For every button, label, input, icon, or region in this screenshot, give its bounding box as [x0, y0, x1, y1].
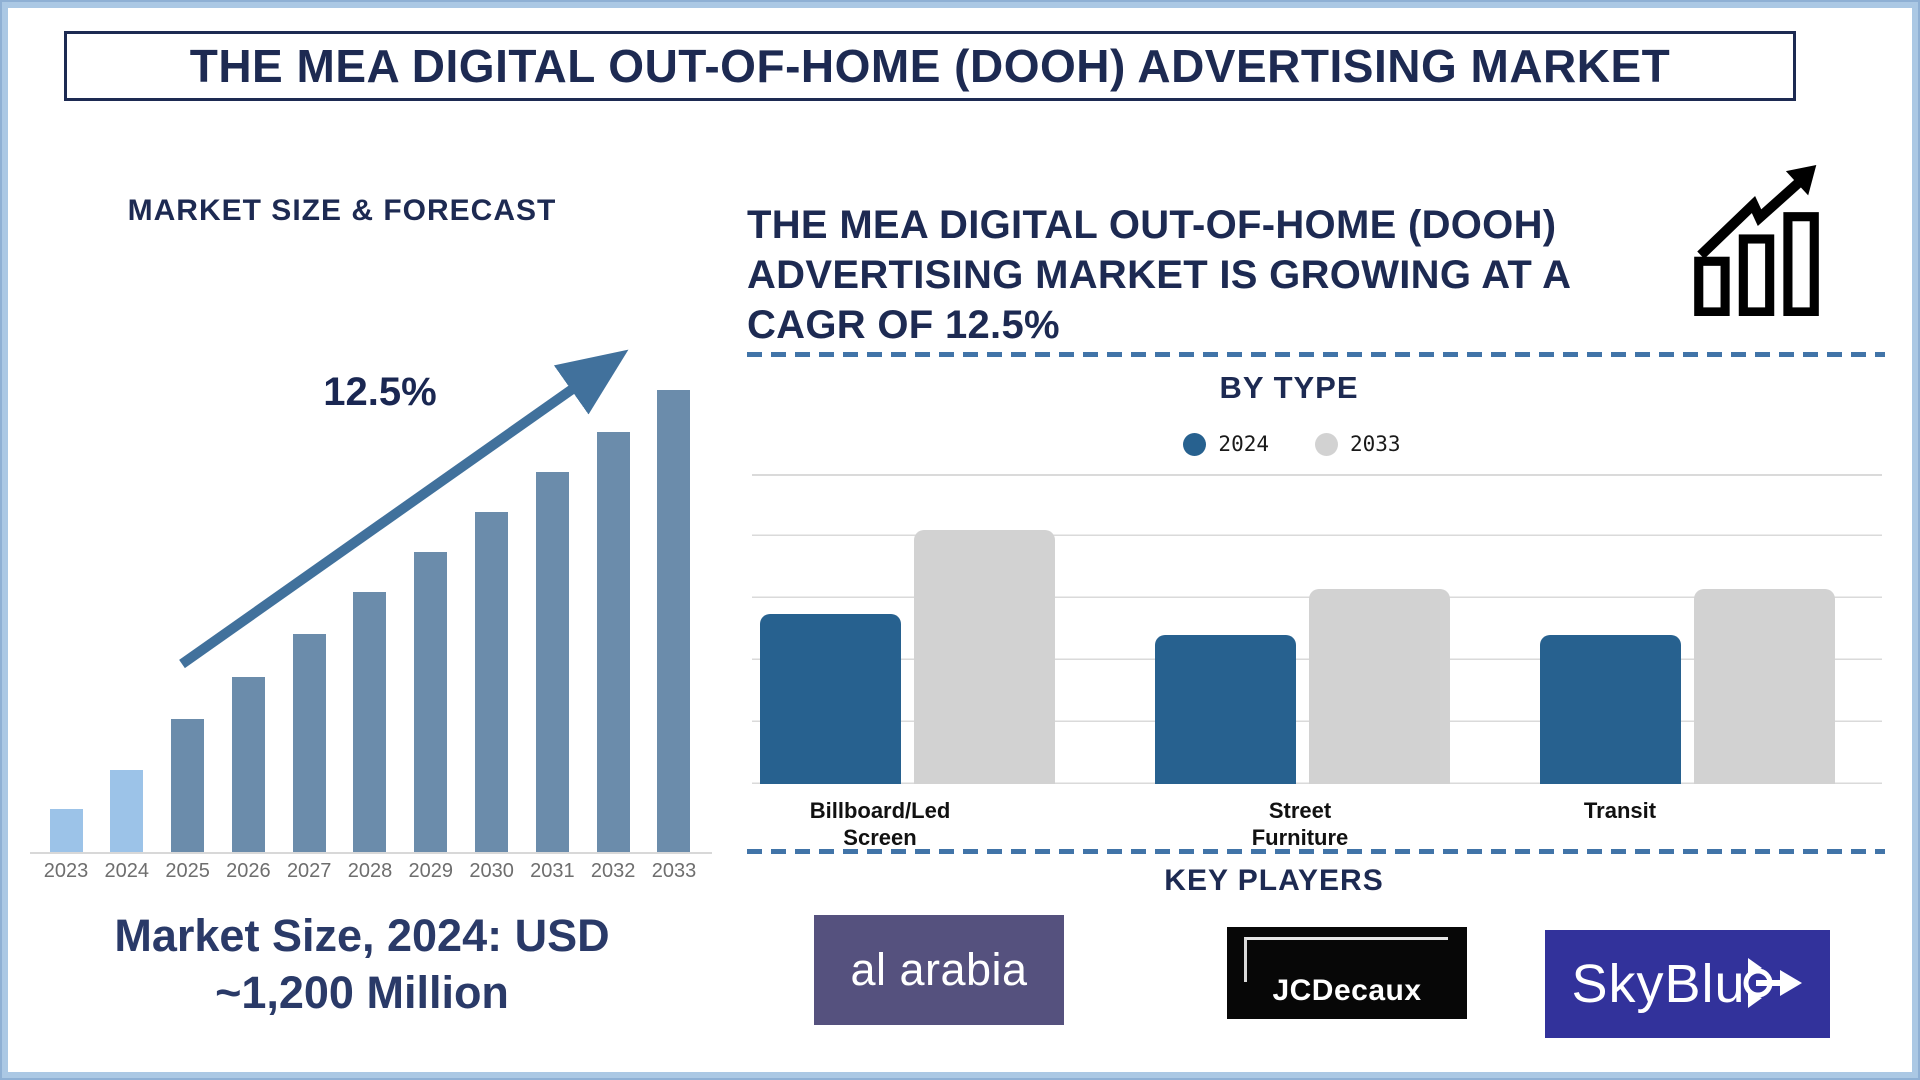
year-label-2029: 2029 — [408, 860, 454, 882]
market-bar-2026 — [231, 677, 265, 852]
skyblue-arrow-icon — [1743, 958, 1802, 1008]
market-bar-2031 — [535, 472, 569, 852]
market-bar-2027 — [292, 634, 326, 852]
growth-headline-line3: CAGR OF 12.5% — [747, 303, 1060, 347]
logo-al-arabia: al arabia — [814, 915, 1064, 1025]
type-bar-2033-1 — [1309, 588, 1450, 784]
year-label-2026: 2026 — [226, 860, 271, 882]
market-size-note-line1: Market Size, 2024: USD — [114, 910, 610, 961]
market-bar-column-2026 — [218, 390, 278, 852]
market-bar-2023 — [49, 809, 83, 852]
market-bar-column-2028 — [340, 390, 400, 852]
market-bar-column-2024 — [97, 390, 157, 852]
market-bar-2032 — [596, 432, 630, 852]
market-bar-2030 — [475, 512, 509, 852]
year-label-2027: 2027 — [286, 860, 332, 882]
year-label-2028: 2028 — [347, 860, 393, 882]
market-chart-baseline — [30, 852, 712, 854]
growth-headline-line1: THE MEA DIGITAL OUT-OF-HOME (DOOH) — [747, 203, 1557, 247]
type-bar-2024-0 — [760, 613, 901, 784]
type-group-2 — [1540, 474, 1835, 784]
type-bar-2033-0 — [914, 529, 1055, 784]
legend-dot-2033 — [1315, 432, 1338, 456]
market-bar-column-2032 — [583, 390, 643, 852]
growth-chart-icon — [1694, 165, 1819, 316]
type-bar-2033-2 — [1694, 588, 1835, 784]
key-players-title: KEY PLAYERS — [1164, 864, 1384, 897]
legend-item-2033: 2033 — [1315, 432, 1401, 456]
type-group-0 — [760, 474, 1055, 784]
by-type-category-axis: Billboard/Led Screen Street Furniture Transi… — [752, 797, 1882, 853]
logo-jcdecaux-text: JCDecaux — [1272, 973, 1422, 1007]
dashed-divider-top — [747, 352, 1885, 357]
logo-jcdecaux: JCDecaux — [1227, 927, 1467, 1019]
market-bar-column-2033 — [644, 390, 704, 852]
legend-label-2024: 2024 — [1218, 432, 1269, 456]
year-label-2023: 2023 — [43, 860, 89, 882]
market-chart-year-axis: 2023 2024 2025 2026 2027 2028 2029 2030 2031 2032… — [36, 860, 704, 883]
market-bar-column-2025 — [158, 390, 218, 852]
title-box: THE MEA DIGITAL OUT-OF-HOME (DOOH) ADVER… — [64, 31, 1796, 101]
legend-label-2033: 2033 — [1350, 432, 1401, 456]
type-category-label-1: Street Furniture — [1251, 798, 1349, 850]
year-label-2033: 2033 — [651, 860, 697, 882]
growth-headline: THE MEA DIGITAL OUT-OF-HOME (DOOH) ADVER… — [747, 200, 1677, 350]
by-type-title: BY TYPE — [1219, 370, 1359, 405]
year-label-2032: 2032 — [590, 860, 636, 882]
by-type-bars — [752, 474, 1882, 784]
market-size-chart-title: MARKET SIZE & FORECAST — [127, 194, 557, 227]
type-group-1 — [1155, 474, 1450, 784]
cagr-value-label: 12.5% — [323, 370, 437, 414]
legend-dot-2024 — [1183, 432, 1207, 456]
market-bar-2029 — [414, 552, 448, 852]
year-label-2031: 2031 — [530, 860, 575, 882]
market-bar-column-2030 — [462, 390, 522, 852]
market-bar-column-2031 — [522, 390, 582, 852]
year-label-2030: 2030 — [469, 860, 514, 882]
market-size-note: Market Size, 2024: USD ~1,200 Million — [42, 907, 682, 1021]
market-size-note-line2: ~1,200 Million — [215, 967, 509, 1018]
market-size-bar-chart — [36, 390, 704, 852]
logo-al-arabia-text: al arabia — [850, 944, 1028, 995]
dashed-divider-bottom — [747, 849, 1885, 854]
type-category-label-2: Transit — [1583, 798, 1657, 823]
year-label-2024: 2024 — [104, 860, 150, 882]
page-title: THE MEA DIGITAL OUT-OF-HOME (DOOH) ADVER… — [189, 40, 1671, 92]
type-bar-2024-2 — [1540, 635, 1681, 784]
market-bar-2033 — [657, 390, 691, 852]
jcdecaux-corner-bracket — [1243, 937, 1449, 983]
market-bar-2025 — [171, 719, 205, 852]
market-bar-2028 — [353, 592, 387, 852]
by-type-legend: 2024 2033 — [1032, 432, 1552, 456]
logo-skyblue: SkyBlu — [1545, 930, 1830, 1038]
growth-headline-line2: ADVERTISING MARKET IS GROWING AT A — [747, 253, 1572, 297]
logo-skyblue-text: SkyBlu — [1571, 954, 1746, 1014]
market-bar-column-2029 — [401, 390, 461, 852]
by-type-bar-chart — [752, 474, 1882, 784]
type-bar-2024-1 — [1155, 635, 1296, 784]
market-bar-2024 — [110, 770, 144, 852]
type-category-label-0: Billboard/Led Screen — [809, 798, 951, 850]
year-label-2025: 2025 — [165, 860, 210, 882]
market-bar-column-2023 — [36, 390, 96, 852]
market-bar-column-2027 — [279, 390, 339, 852]
legend-item-2024: 2024 — [1183, 432, 1269, 456]
